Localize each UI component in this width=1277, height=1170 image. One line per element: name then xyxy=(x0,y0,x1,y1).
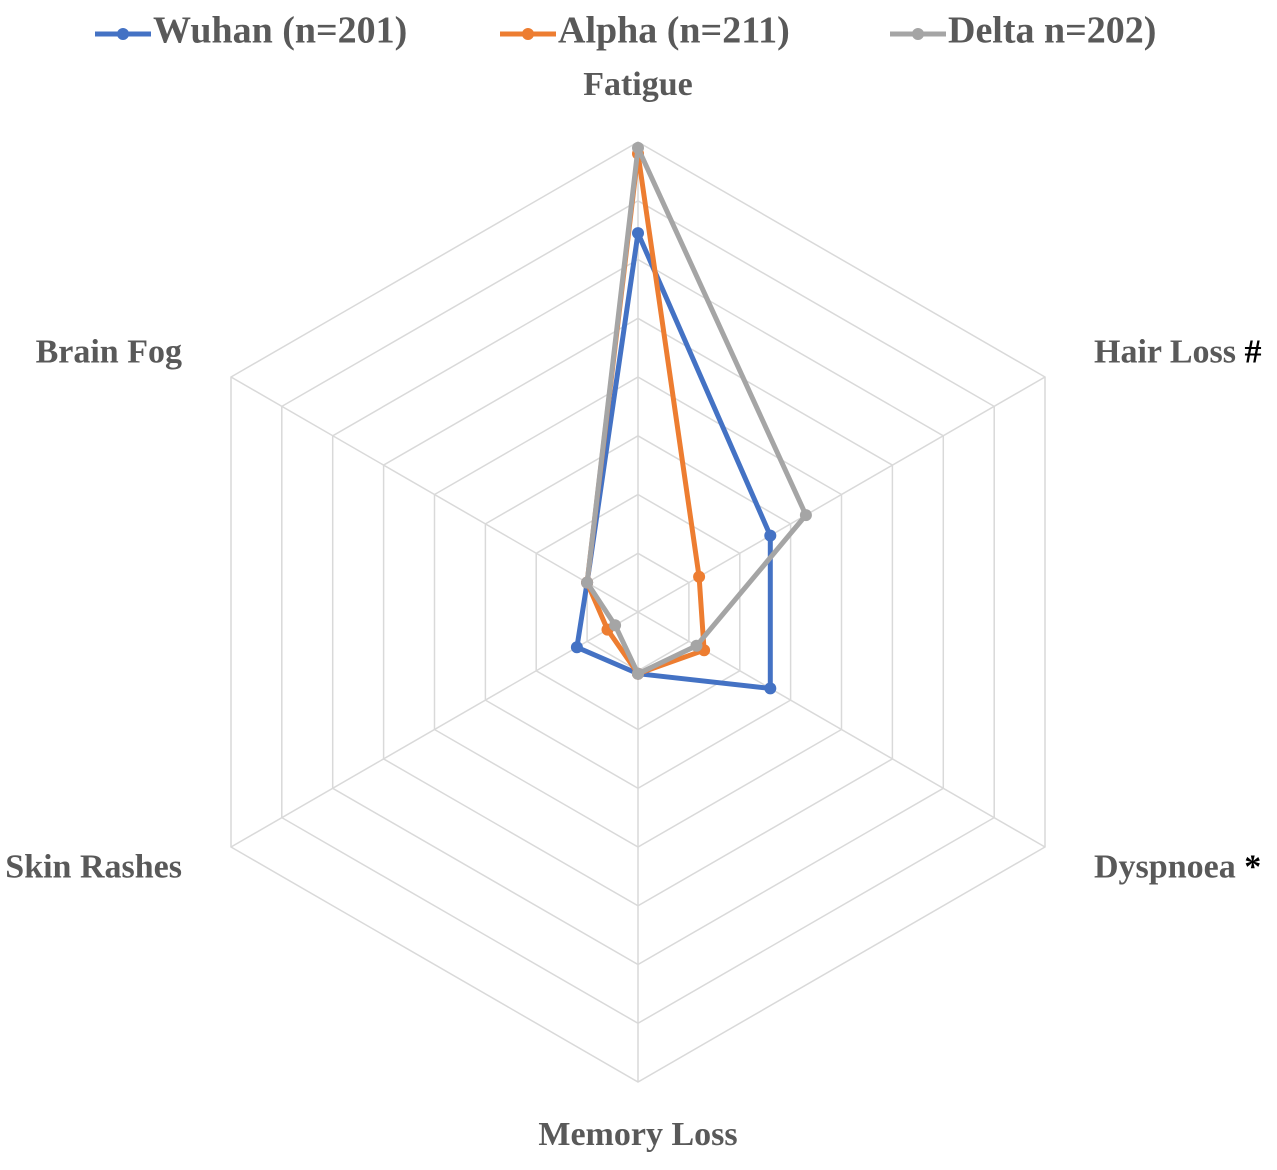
data-point xyxy=(764,682,777,695)
axis-spoke xyxy=(230,611,639,848)
data-point xyxy=(764,529,777,542)
legend-label: Delta n=202) xyxy=(948,10,1156,52)
legend: Wuhan (n=201) Alpha (n=211) Delta n=202) xyxy=(95,10,1156,52)
axis-label: Fatigue xyxy=(583,66,693,103)
legend-label: Alpha (n=211) xyxy=(558,10,790,52)
data-point xyxy=(609,619,622,632)
legend-marker xyxy=(912,28,924,40)
axis-label: Memory Loss xyxy=(538,1116,737,1153)
axis-label: Skin Rashes xyxy=(5,848,182,885)
data-point xyxy=(799,509,812,522)
series-group xyxy=(581,141,812,680)
legend-item: Alpha (n=211) xyxy=(500,10,790,52)
axis-label: Brain Fog xyxy=(36,333,182,370)
data-point xyxy=(632,227,644,240)
data-point xyxy=(632,141,644,154)
significance-marker: * xyxy=(1236,848,1262,885)
legend-label: Wuhan (n=201) xyxy=(153,10,407,52)
legend-item: Wuhan (n=201) xyxy=(95,10,407,52)
data-point xyxy=(693,570,706,583)
series-layer xyxy=(570,141,812,695)
axis-spoke xyxy=(230,376,639,613)
significance-marker: # xyxy=(1236,333,1262,370)
data-point xyxy=(690,639,703,652)
legend-item: Delta n=202) xyxy=(890,10,1156,52)
legend-marker xyxy=(522,28,534,40)
data-point xyxy=(570,641,583,654)
grid xyxy=(230,141,1046,1083)
axis-labels: Fatigue Hair Loss # Dyspnoea * Memory Loss S… xyxy=(5,66,1261,1153)
data-point xyxy=(632,667,644,680)
axis-label: Dyspnoea * xyxy=(1094,848,1261,885)
data-point xyxy=(581,576,594,589)
legend-marker xyxy=(117,28,129,40)
axis-spoke xyxy=(637,376,1046,613)
axis-label: Hair Loss # xyxy=(1094,333,1262,370)
